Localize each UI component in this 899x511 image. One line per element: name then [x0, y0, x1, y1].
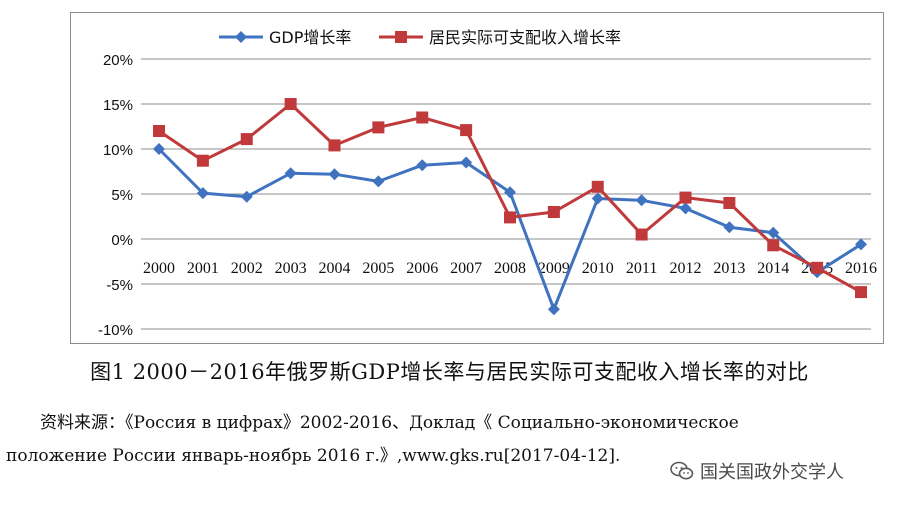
y-tick-label: 10%: [103, 142, 133, 159]
y-tick-label: -10%: [98, 322, 133, 339]
legend-label-1: GDP增长率: [269, 28, 351, 47]
source-note-line-2: положение России январь-ноябрь 2016 г.》,…: [6, 446, 621, 466]
data-point-income: [196, 154, 209, 167]
data-point-gdp: [153, 143, 165, 155]
data-point-gdp: [372, 175, 385, 188]
data-point-gdp: [547, 303, 560, 316]
data-point-gdp: [767, 226, 780, 239]
source-note-line-1: 资料来源：《Россия в цифрах》2002-2016、Доклад《 …: [40, 413, 739, 433]
watermark-text: 国关国政外交学人: [700, 462, 844, 483]
y-tick-label: 15%: [103, 97, 133, 114]
x-tick-label: 2014: [757, 260, 789, 277]
y-tick-label: -5%: [106, 277, 133, 294]
data-point-gdp: [679, 202, 692, 215]
legend-marker-income: [395, 31, 407, 43]
data-point-income: [416, 111, 429, 124]
data-point-income: [811, 261, 824, 274]
data-point-gdp: [591, 192, 604, 205]
data-point-income: [591, 180, 604, 193]
x-tick-label: 2003: [275, 260, 307, 277]
x-tick-label: 2008: [494, 260, 526, 277]
y-tick-label: 0%: [111, 232, 133, 249]
data-point-gdp: [460, 156, 473, 169]
data-point-income: [240, 133, 253, 146]
x-tick-label: 2016: [845, 260, 877, 277]
x-tick-label: 2000: [143, 260, 175, 277]
x-tick-label: 2009: [538, 260, 570, 277]
watermark: 国关国政外交学人: [670, 458, 844, 484]
x-tick-label: 2007: [450, 260, 482, 277]
data-point-income: [855, 286, 867, 299]
data-point-income: [635, 228, 648, 241]
figure-caption: 图1 2000－2016年俄罗斯GDP增长率与居民实际可支配收入增长率的对比: [90, 360, 809, 384]
data-point-gdp: [328, 168, 341, 181]
data-point-gdp: [504, 186, 516, 199]
x-tick-label: 2013: [713, 260, 745, 277]
data-point-gdp: [723, 221, 736, 234]
data-point-income: [460, 124, 473, 137]
x-tick-label: 2002: [231, 260, 263, 277]
data-point-income: [767, 239, 780, 252]
data-point-gdp: [196, 187, 209, 200]
data-point-gdp: [855, 238, 867, 251]
x-tick-label: 2010: [582, 260, 614, 277]
x-tick-label: 2005: [362, 260, 394, 277]
data-point-income: [153, 125, 165, 137]
wechat-icon: [670, 461, 694, 480]
data-point-gdp: [416, 159, 429, 172]
data-point-income: [723, 197, 736, 209]
data-point-income: [547, 206, 560, 218]
x-tick-label: 2001: [187, 260, 219, 277]
legend-marker-gdp: [235, 31, 247, 43]
x-tick-label: 2004: [319, 260, 351, 277]
data-point-gdp: [635, 194, 648, 207]
chart-frame: -10% -5% 0% 5% 10% 15% 20% 2000 2001 2002 2003 2004…: [70, 12, 884, 344]
data-point-income: [504, 211, 516, 224]
data-point-gdp: [284, 167, 297, 180]
x-tick-label: 2006: [406, 260, 438, 277]
legend-label-2: 居民实际可支配收入增长率: [429, 28, 621, 47]
data-point-income: [328, 139, 341, 152]
y-tick-label: 5%: [111, 187, 133, 204]
data-point-income: [372, 121, 385, 134]
data-point-income: [679, 191, 692, 204]
line-chart: -10% -5% 0% 5% 10% 15% 20% 2000 2001 2002 2003 2004…: [98, 28, 877, 339]
data-point-gdp: [240, 190, 253, 203]
y-tick-label: 20%: [103, 52, 133, 69]
data-point-income: [284, 98, 297, 110]
x-tick-label: 2012: [670, 260, 702, 277]
x-tick-label: 2011: [626, 260, 657, 277]
